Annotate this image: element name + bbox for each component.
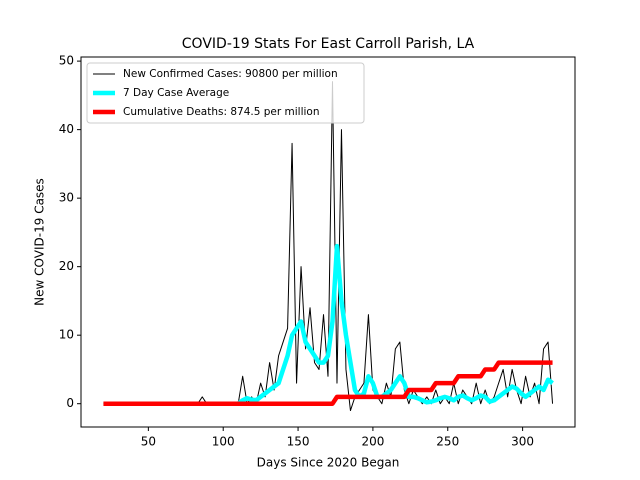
y-tick-label: 0 [66,396,74,410]
x-tick-label: 200 [361,435,384,449]
plot-frame [80,56,576,428]
y-axis-label: New COVID-19 Cases [33,178,47,306]
chart-title: COVID-19 Stats For East Carroll Parish, … [182,36,475,52]
x-tick-label: 250 [436,435,459,449]
x-tick-label: 100 [212,435,235,449]
y-tick-label: 10 [59,328,74,342]
series-line [103,243,554,406]
x-axis-label: Days Since 2020 Began [257,456,400,470]
legend-label: Cumulative Deaths: 874.5 per million [123,106,320,118]
y-tick-label: 30 [59,191,74,205]
legend-box [86,62,365,124]
x-tick-label: 300 [511,435,534,449]
y-tick-label: 20 [59,259,74,273]
y-tick-label: 40 [59,122,74,136]
legend-label: New Confirmed Cases: 90800 per million [123,68,338,80]
series-line [103,81,554,412]
y-tick-label: 50 [59,54,74,68]
x-tick-label: 150 [287,435,310,449]
x-tick-label: 50 [141,435,156,449]
series-line [103,360,553,406]
legend-label: 7 Day Case Average [123,87,229,99]
